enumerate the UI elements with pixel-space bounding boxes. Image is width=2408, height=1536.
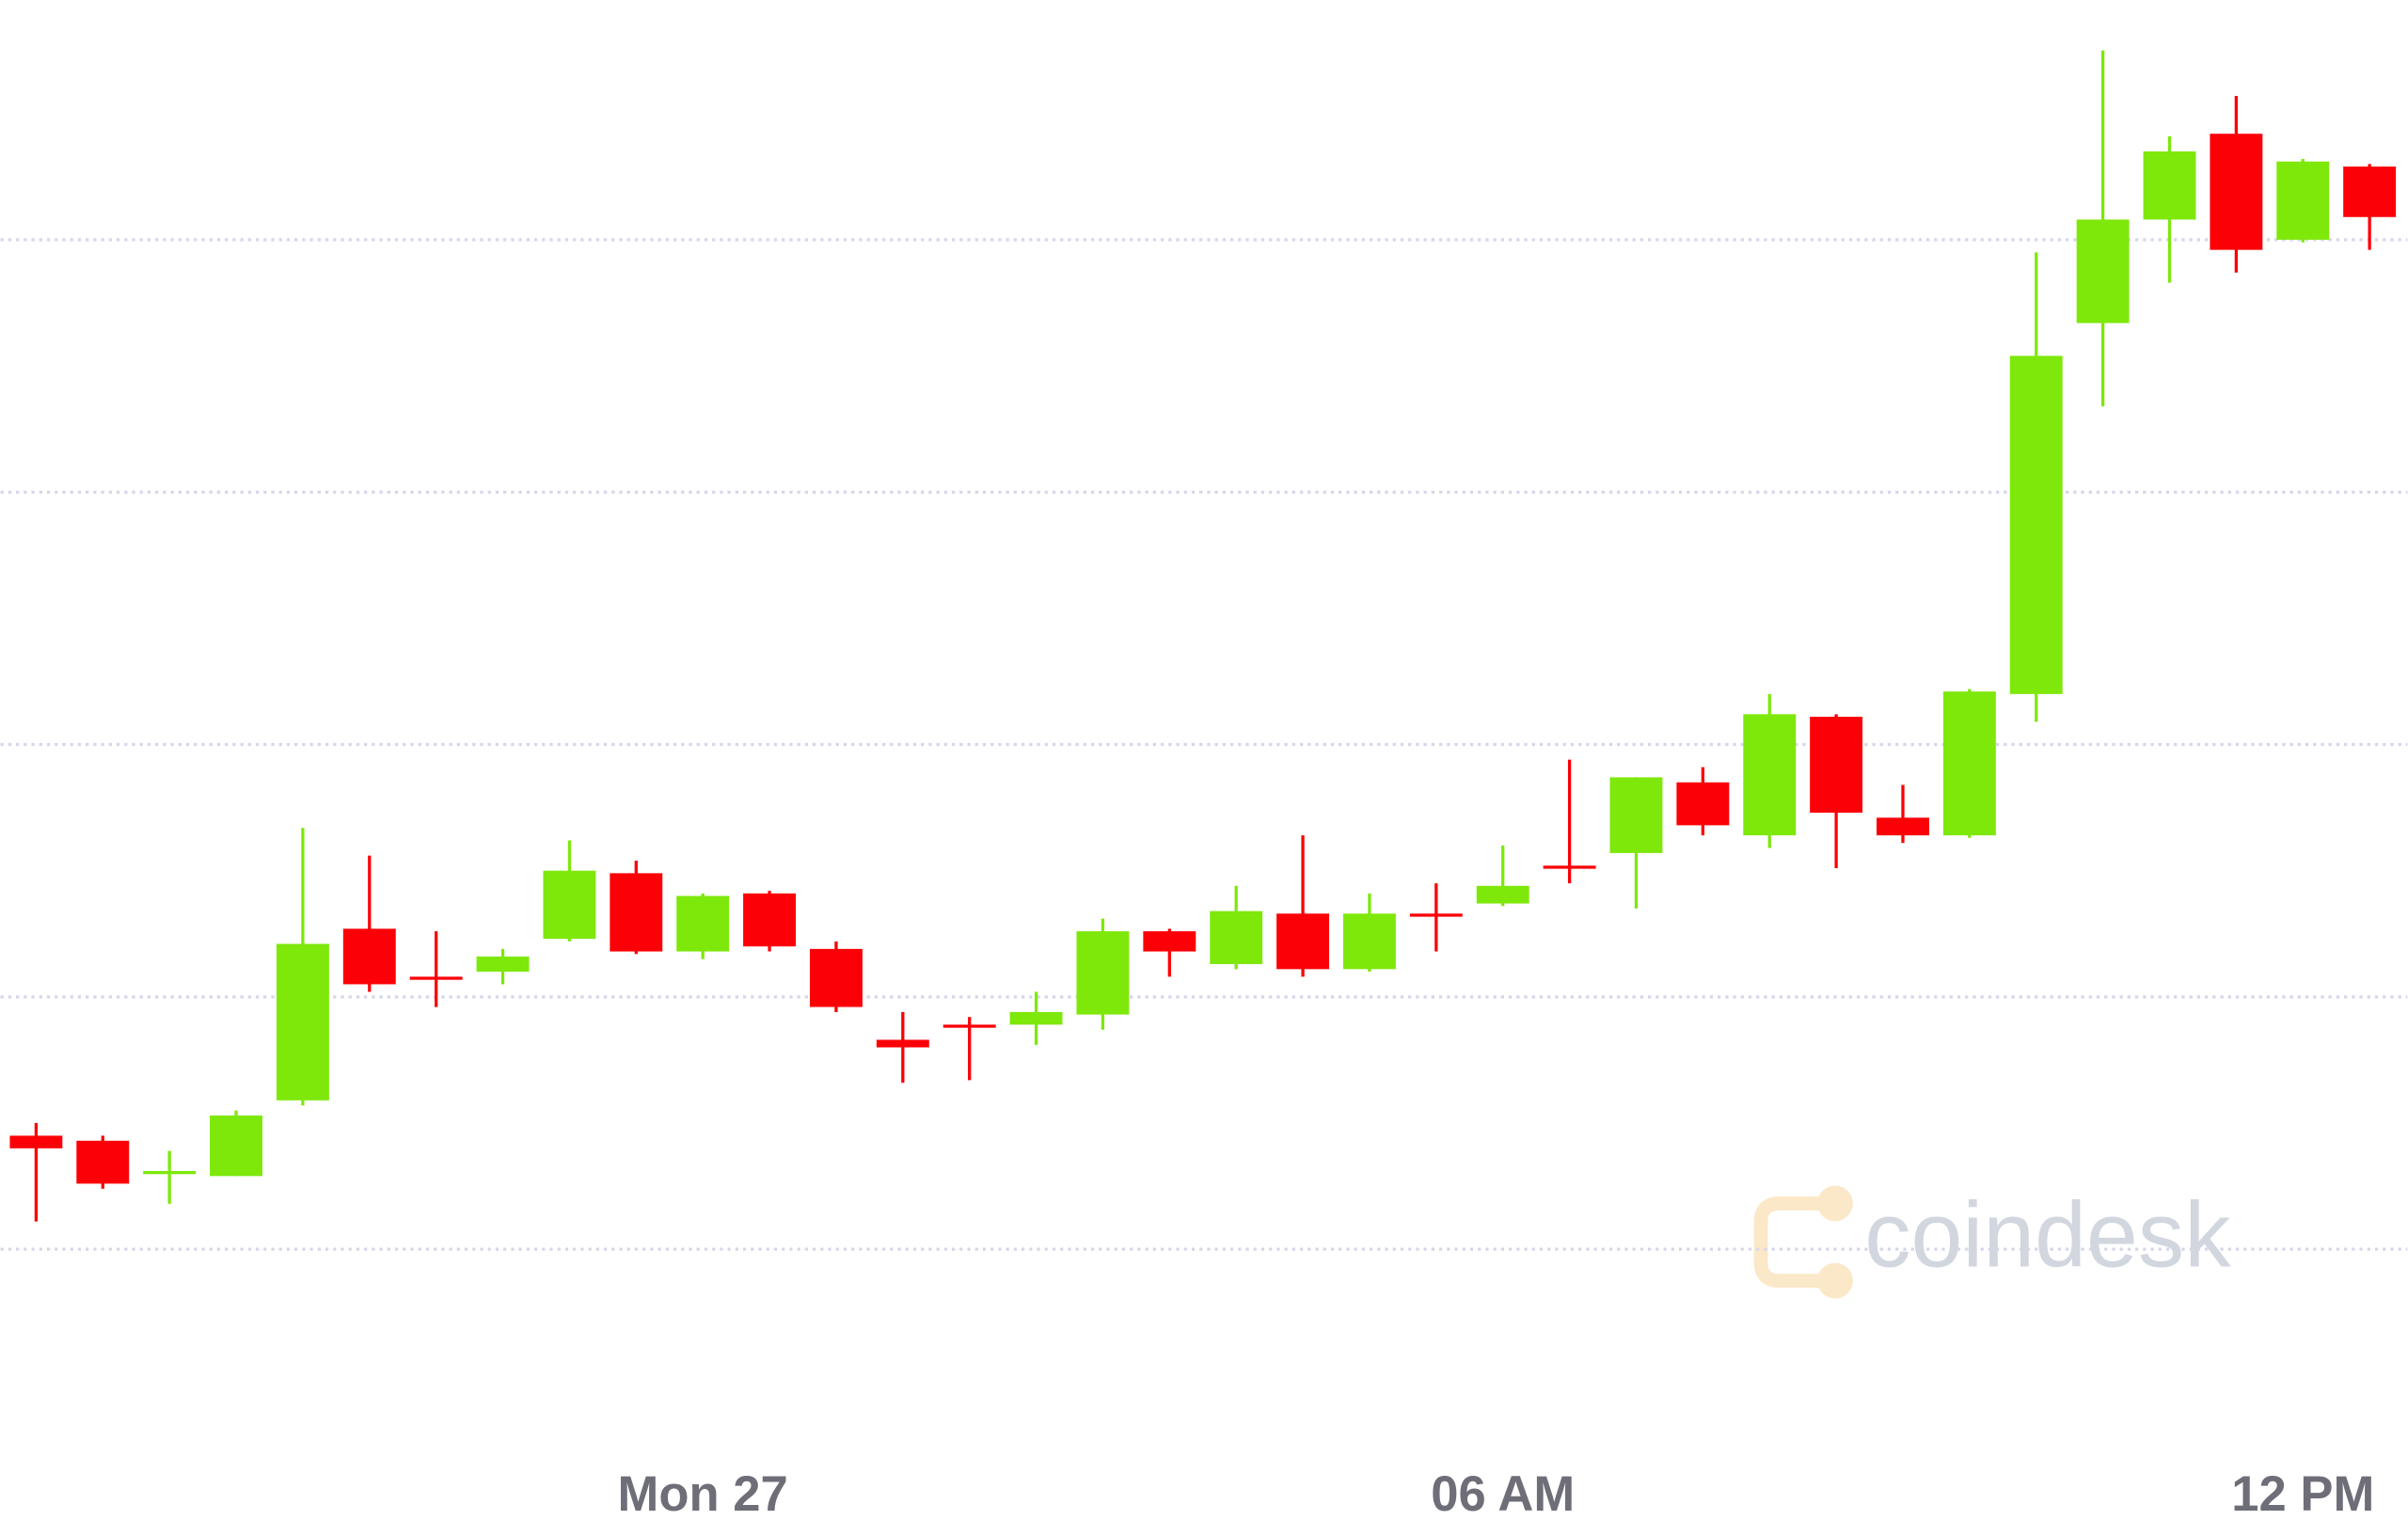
candle-body (943, 1024, 996, 1028)
candle-body (2276, 161, 2330, 240)
candle-body (9, 1135, 63, 1148)
candle-body (409, 976, 463, 980)
candle-body (1810, 717, 1863, 813)
candle-body (342, 928, 396, 985)
candle-body (1476, 885, 1529, 904)
x-tick-label: 12 PM (2231, 1466, 2374, 1522)
candle-body (1743, 714, 1797, 836)
candle-body (876, 1039, 929, 1048)
candle-body (210, 1115, 262, 1177)
candle-body (1143, 931, 1196, 952)
candle-body (1543, 865, 1596, 869)
candle-body (1276, 913, 1330, 970)
candle-body (2076, 219, 2130, 324)
candle-body (1942, 691, 1996, 836)
candle-body (1009, 1011, 1063, 1025)
x-tick-label: Mon 27 (618, 1466, 788, 1522)
candle-body (1076, 931, 1130, 1015)
candle-body (2143, 150, 2196, 220)
candle-body (809, 948, 863, 1007)
candle-body (1877, 817, 1929, 836)
candle-body (276, 943, 329, 1101)
x-tick-label: 06 AM (1431, 1466, 1575, 1522)
candle-body (143, 1170, 197, 1175)
candle-body (1409, 913, 1463, 917)
candle-body (743, 893, 797, 947)
candle-body (2210, 134, 2263, 250)
candle-body (476, 956, 530, 973)
candle-body (543, 870, 596, 940)
candle-body (2343, 166, 2397, 217)
candle-body (1343, 913, 1396, 970)
candle-body (1609, 777, 1663, 853)
candle-body (1210, 911, 1263, 964)
watermark-logo (1753, 1185, 1853, 1299)
candle-body (2009, 356, 2063, 694)
candle-body (676, 895, 730, 952)
candle-body (76, 1140, 130, 1184)
candle-body (610, 873, 663, 952)
candle-body (1676, 782, 1730, 826)
watermark: coindesk (1864, 1183, 2231, 1287)
